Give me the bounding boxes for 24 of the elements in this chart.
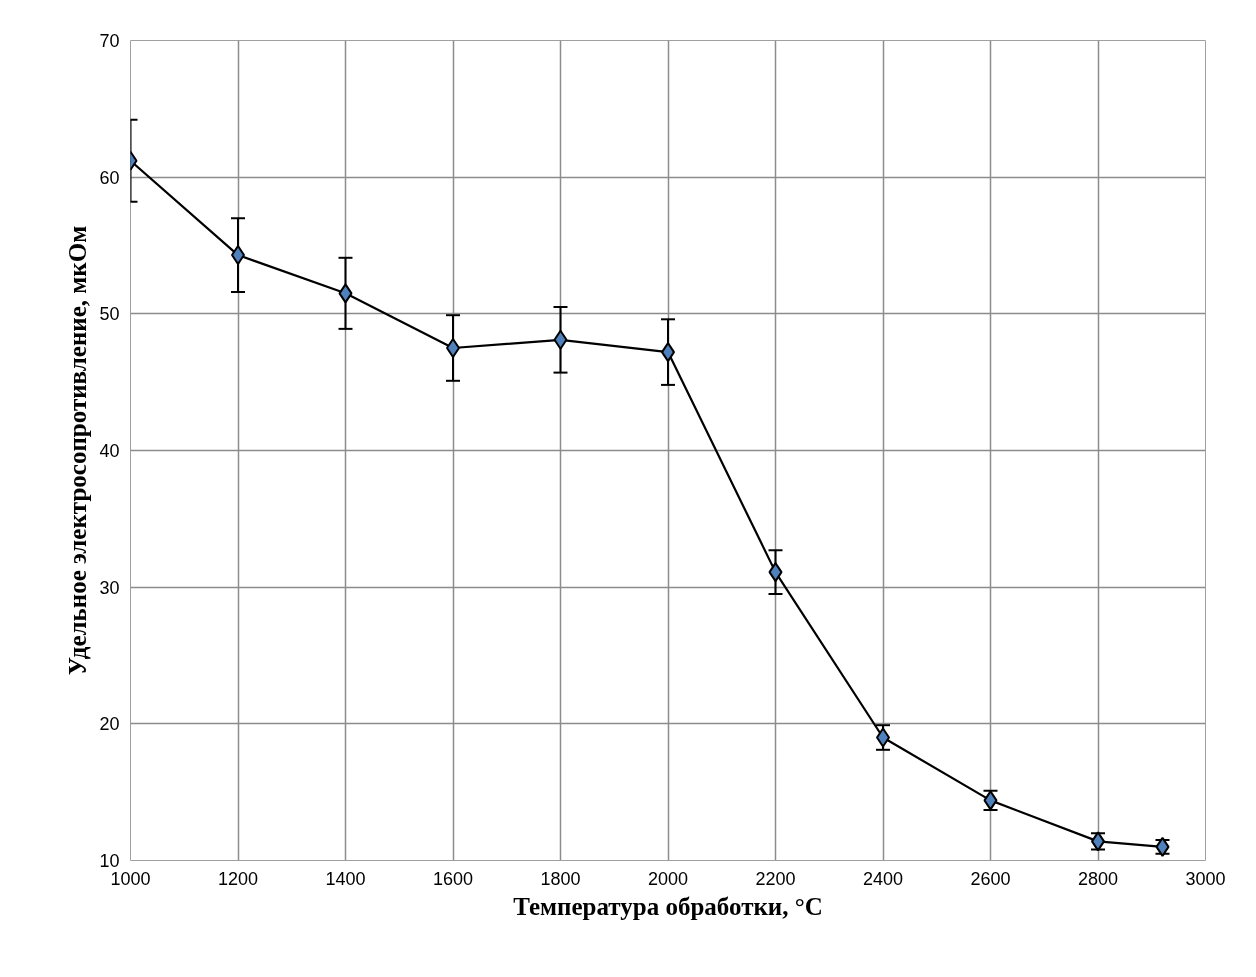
y-tick-label: 50 bbox=[99, 304, 120, 325]
point bbox=[553, 329, 568, 350]
x-axis-title: Температура обработки, °C bbox=[513, 892, 823, 920]
y-axis-title: Удельное электросопротивление, мкОм bbox=[64, 225, 92, 676]
x-tick-label: 2600 bbox=[970, 868, 1011, 889]
y-tick-label: 70 bbox=[99, 31, 120, 51]
x-tick-label: 1600 bbox=[432, 868, 474, 889]
x-tick-label: 1800 bbox=[540, 868, 581, 889]
x-tick-label: 2200 bbox=[755, 868, 796, 889]
y-tick-label: 10 bbox=[99, 851, 120, 871]
y-tick-label: 60 bbox=[99, 167, 120, 188]
y-tick-label: 40 bbox=[99, 441, 120, 461]
y-tick-label: 20 bbox=[99, 714, 120, 735]
x-tick-label: 2800 bbox=[1077, 868, 1119, 889]
x-tick-label: 2400 bbox=[862, 868, 904, 889]
x-tick-label: 2000 bbox=[647, 868, 689, 889]
point bbox=[768, 562, 783, 583]
point bbox=[446, 338, 460, 358]
x-tick-label: 3000 bbox=[1185, 868, 1226, 889]
point bbox=[338, 283, 353, 304]
x-tick-label: 1000 bbox=[110, 868, 151, 889]
x-tick-label: 1400 bbox=[325, 868, 366, 889]
x-tick-label: 1200 bbox=[217, 868, 259, 889]
y-tick-label: 30 bbox=[99, 577, 120, 598]
